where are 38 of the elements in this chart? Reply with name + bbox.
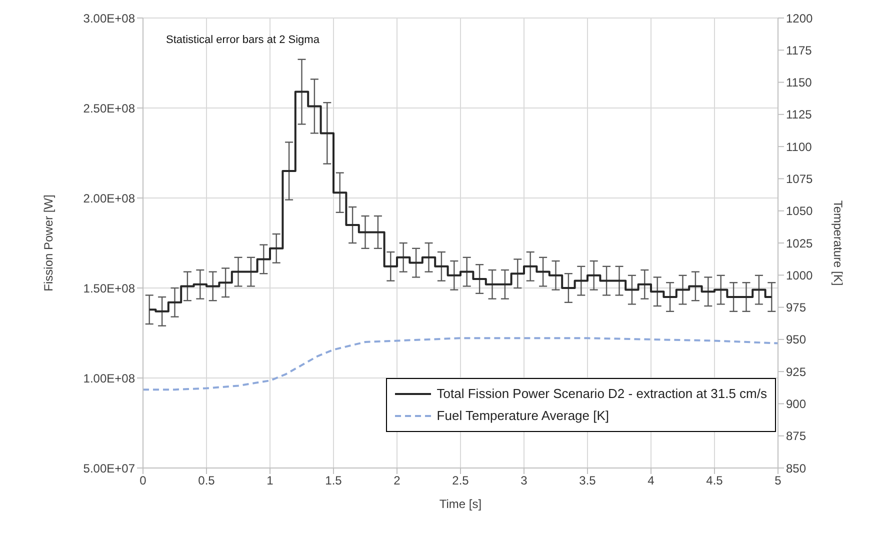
legend-label: Total Fission Power Scenario D2 - extraction at 31.5 cm/s xyxy=(436,385,767,403)
y2-tick-label: 875 xyxy=(786,429,806,444)
x-tick-label: 0.5 xyxy=(198,474,216,488)
x-tick-label: 2 xyxy=(394,474,401,488)
x-axis-title: Time [s] xyxy=(439,497,482,511)
y2-tick-label: 1100 xyxy=(786,140,812,154)
y2-tick-label: 1150 xyxy=(786,76,812,90)
y2-tick-label: 975 xyxy=(786,300,806,315)
y2-tick-label: 1050 xyxy=(786,204,814,218)
x-tick-label: 1.5 xyxy=(325,474,342,488)
y2-tick-label: 1200 xyxy=(786,11,814,26)
y2-tick-label: 950 xyxy=(786,332,806,347)
y2-tick-label: 1025 xyxy=(786,236,814,250)
y-tick-label: 5.00E+07 xyxy=(83,461,136,476)
x-tick-label: 3 xyxy=(520,474,528,488)
x-tick-label: 5 xyxy=(774,474,782,488)
y-tick-label: 1.00E+08 xyxy=(83,371,136,386)
x-tick-label: 3.5 xyxy=(579,474,596,488)
y-axis-title: Fission Power [W] xyxy=(41,194,56,292)
y2-tick-label: 900 xyxy=(786,396,806,411)
x-tick-label: 0 xyxy=(140,474,147,488)
x-tick-label: 4.5 xyxy=(706,474,724,488)
y-tick-label: 3.00E+08 xyxy=(83,11,136,26)
y-tick-label: 1.50E+08 xyxy=(83,281,136,296)
y-tick-label: 2.00E+08 xyxy=(83,191,136,206)
y2-tick-label: 1175 xyxy=(786,43,812,58)
y2-tick-label: 925 xyxy=(786,364,806,379)
annotation: Statistical error bars at 2 Sigma xyxy=(166,34,320,46)
y2-tick-label: 1000 xyxy=(786,268,814,282)
legend-label: Fuel Temperature Average [K] xyxy=(436,407,610,425)
y2-axis-title: Temperature [K] xyxy=(830,200,845,286)
x-tick-label: 1 xyxy=(266,474,274,488)
y-tick-label: 2.50E+08 xyxy=(83,101,136,116)
x-tick-label: 4 xyxy=(648,474,655,488)
y2-tick-label: 1075 xyxy=(786,172,814,186)
x-tick-label: 2.5 xyxy=(452,474,470,488)
y2-tick-label: 850 xyxy=(786,461,806,476)
y2-tick-label: 1125 xyxy=(786,108,812,122)
